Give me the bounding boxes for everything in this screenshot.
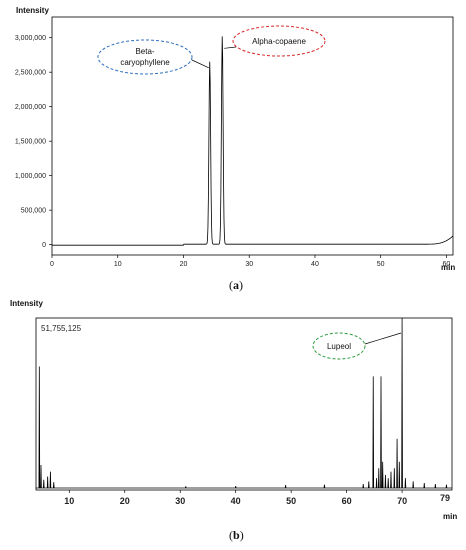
x-tick-label-a: 10: [114, 261, 122, 268]
x-tick-label-b: 20: [120, 496, 130, 506]
x-axis-label-b: min: [443, 512, 457, 521]
x-tick-label-a: 40: [311, 261, 319, 268]
x-tick-label-b: 10: [64, 496, 74, 506]
chromatogram-a: Intensity 0 500,000 1,000,000 1,500,000 2,00…: [15, 6, 455, 292]
annotation-leader-beta-caryophyllene: [191, 59, 209, 69]
x-tick-label-a: 50: [377, 261, 385, 268]
annotation-ellipse-alpha-copaene: [232, 25, 326, 57]
y-tick-label-a: 2,500,000: [15, 70, 46, 77]
annotation-ellipse-lupeol: [312, 332, 366, 360]
x-tick-label-b: 50: [286, 496, 296, 506]
x-tick-label-a: 0: [50, 261, 54, 268]
x-tick-label-b: 30: [175, 496, 185, 506]
annotation-ellipse-beta-caryophyllene: [97, 39, 193, 75]
y-tick-label-a: 2,000,000: [15, 104, 46, 111]
x-tick-label-a: 30: [245, 261, 253, 268]
y-tick-label-a: 0: [42, 242, 46, 249]
x-tick-label-b: 60: [342, 496, 352, 506]
x-tick-label-b: 79: [440, 493, 450, 503]
y-tick-label-a: 1,000,000: [15, 173, 46, 180]
y-tick-label-a: 3,000,000: [15, 35, 46, 42]
x-axis-label-a: min: [441, 263, 455, 272]
annotation-label-beta: Beta-: [135, 47, 154, 56]
chromatogram-b: Intensity 51,755,125 10 20 30 40 50 60 70 79 mi…: [10, 299, 457, 542]
x-tick-label-a: 20: [180, 261, 188, 268]
plot-frame-a: [51, 16, 454, 256]
x-tick-label-a: 60: [443, 261, 451, 268]
max-intensity-label: 51,755,125: [41, 324, 82, 333]
annotation-label-lupeol: Lupeol: [327, 342, 351, 351]
y-tick-label-a: 500,000: [21, 208, 46, 215]
y-tick-label-a: 1,500,000: [15, 139, 46, 146]
trace-a: [52, 36, 454, 246]
caption-a: (a): [229, 278, 243, 292]
y-axis-label-a: Intensity: [16, 6, 49, 15]
annotation-label-caryophyllene: caryophyllene: [120, 58, 170, 67]
annotation-leader-alpha-copaene: [224, 46, 237, 49]
annotation-label-alpha-copaene: Alpha-copaene: [252, 37, 306, 46]
x-tick-label-b: 40: [231, 496, 241, 506]
annotation-leader-lupeol: [364, 332, 402, 345]
x-tick-label-b: 70: [397, 496, 407, 506]
trace-b: [36, 317, 452, 489]
y-axis-label-b: Intensity: [10, 299, 43, 308]
plot-frame-b: [35, 317, 453, 491]
caption-b: (b): [229, 528, 244, 542]
